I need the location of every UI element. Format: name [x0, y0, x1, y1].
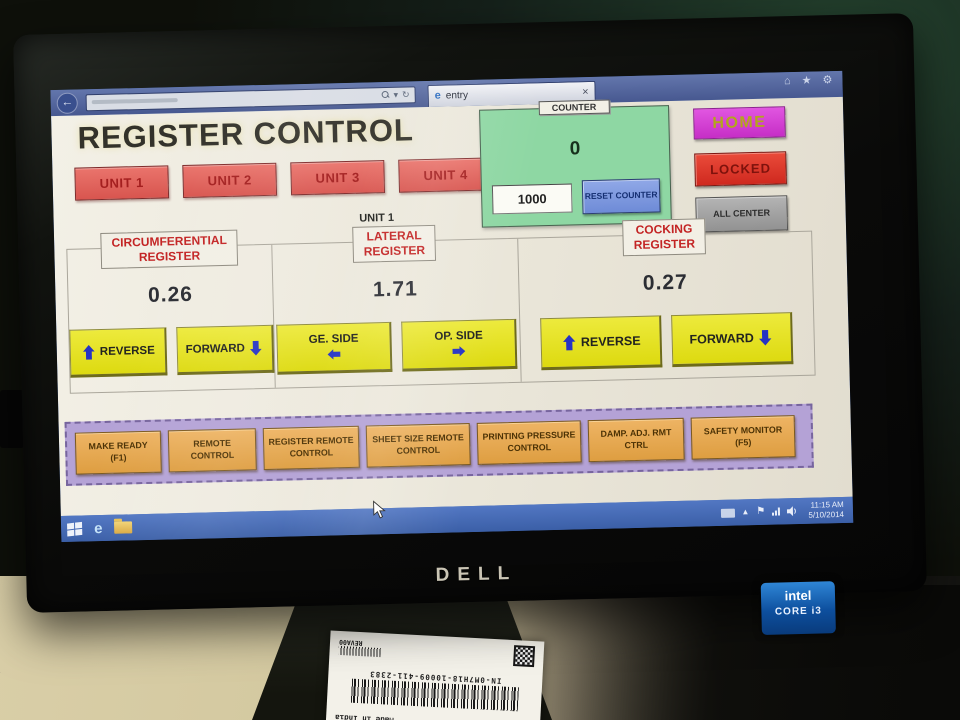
circumferential-register-section: CIRCUMFERENTIAL REGISTER 0.26 REVERSE FO… — [67, 229, 275, 393]
damp-adj-rmt-ctrl-button[interactable]: DAMP. ADJ. RMT CTRL — [587, 417, 685, 463]
selected-unit-label: UNIT 1 — [359, 211, 395, 225]
cocking-reverse-button[interactable]: REVERSE — [540, 315, 663, 371]
qr-code-icon — [513, 645, 536, 668]
tab-favicon-icon: e — [434, 89, 441, 102]
bottom-button-strip: MAKE READY (F1) REMOTE CONTROL REGISTER … — [64, 403, 814, 486]
system-tray: ▲ ⚑ 11:15 AM 5/10/2014 — [720, 499, 847, 523]
home-icon[interactable]: ⌂ — [783, 75, 791, 88]
home-button[interactable]: HOME — [693, 106, 786, 140]
down-arrow-icon — [250, 340, 262, 356]
lateral-register-section: LATERAL REGISTER 1.71 GE. SIDE OP. SIDE — [271, 224, 520, 388]
cocking-register-title: COCKING REGISTER — [622, 218, 707, 257]
register-control-page: REGISTER CONTROL UNIT 1 UNIT 2 UNIT 3 UN… — [51, 96, 853, 517]
tab-close-icon[interactable]: × — [582, 86, 589, 99]
circumferential-register-title: CIRCUMFERENTIAL REGISTER — [100, 229, 239, 269]
address-bar[interactable]: ▾ ↻ — [85, 85, 416, 111]
ge-side-button[interactable]: GE. SIDE — [276, 321, 393, 375]
safety-monitor-button[interactable]: SAFETY MONITOR (F5) — [690, 415, 796, 460]
taskbar-clock[interactable]: 11:15 AM 5/10/2014 — [808, 500, 844, 522]
dell-logo: DELL — [435, 562, 518, 586]
desk-shadow — [520, 585, 960, 720]
file-explorer-icon[interactable] — [114, 521, 133, 534]
sheet-size-remote-control-button[interactable]: SHEET SIZE REMOTE CONTROL — [365, 423, 471, 468]
cocking-register-section: COCKING REGISTER 0.27 REVERSE FORWARD — [517, 218, 814, 382]
dropdown-icon[interactable]: ▾ — [393, 89, 399, 100]
clock-date: 5/10/2014 — [808, 509, 845, 520]
counter-group-label: COUNTER — [538, 99, 610, 116]
cocking-forward-button[interactable]: FORWARD — [671, 312, 794, 368]
printing-pressure-control-button[interactable]: PRINTING PRESSURE CONTROL — [476, 420, 582, 465]
tab-title: entry — [445, 89, 469, 102]
volume-icon[interactable] — [787, 506, 798, 517]
reset-counter-button[interactable]: RESET COUNTER — [581, 178, 661, 215]
unit-4-button[interactable]: UNIT 4 — [398, 157, 494, 193]
unit-2-button[interactable]: UNIT 2 — [182, 162, 278, 198]
all-center-button[interactable]: ALL CENTER — [695, 195, 789, 233]
url-text — [91, 98, 178, 105]
dell-monitor: DELL intel CORE i3 ← ▾ ↻ e entry — [13, 13, 927, 635]
counter-value: 0 — [569, 138, 581, 160]
left-arrow-icon — [327, 349, 341, 360]
register-region: CIRCUMFERENTIAL REGISTER 0.26 REVERSE FO… — [66, 218, 816, 394]
label-row-codes: REVA00 — [338, 636, 536, 668]
back-button[interactable]: ← — [56, 92, 78, 114]
internet-explorer-icon[interactable]: e — [93, 519, 103, 537]
up-arrow-icon — [563, 334, 576, 351]
unit-1-button[interactable]: UNIT 1 — [74, 165, 170, 201]
up-arrow-icon — [83, 345, 95, 360]
register-remote-control-button[interactable]: REGISTER REMOTE CONTROL — [262, 425, 360, 471]
network-icon[interactable] — [772, 507, 781, 516]
unit-button-row: UNIT 1 UNIT 2 UNIT 3 UNIT 4 — [74, 157, 494, 201]
make-ready-button[interactable]: MAKE READY (F1) — [74, 430, 162, 475]
circumferential-register-value: 0.26 — [147, 282, 194, 307]
circumferential-reverse-button[interactable]: REVERSE — [69, 327, 168, 378]
down-arrow-icon — [759, 329, 772, 346]
lateral-register-value: 1.71 — [372, 277, 419, 302]
action-center-flag-icon[interactable]: ⚑ — [756, 505, 766, 518]
label-row-ids: DP/N 0M7H18 Made in India — [335, 713, 531, 720]
search-icon[interactable] — [381, 91, 389, 99]
favorites-star-icon[interactable]: ★ — [801, 74, 812, 87]
keyboard-icon[interactable] — [720, 508, 735, 518]
op-side-button[interactable]: OP. SIDE — [401, 318, 518, 372]
side-connector — [0, 390, 24, 448]
remote-control-button[interactable]: REMOTE CONTROL — [167, 428, 257, 473]
intel-logo: intel — [784, 587, 812, 604]
windows-taskbar: e ▲ ⚑ 11:15 AM 5/10/2014 — [60, 496, 854, 543]
label-barcode-block: IN-0M7H18-10009-411-2383 — [336, 668, 534, 712]
side-button-column: HOME LOCKED ALL CENTER — [693, 98, 789, 233]
right-arrow-icon — [452, 346, 466, 357]
start-button-icon[interactable] — [67, 521, 83, 537]
unit-3-button[interactable]: UNIT 3 — [290, 160, 386, 196]
refresh-icon[interactable]: ↻ — [401, 88, 410, 100]
cocking-register-value: 0.27 — [642, 270, 689, 295]
mouse-cursor — [373, 500, 386, 519]
label-made-in: Made in India — [334, 712, 394, 720]
counter-panel: COUNTER 0 1000 RESET COUNTER — [479, 99, 672, 228]
counter-preset-input[interactable]: 1000 — [491, 182, 573, 214]
locked-button[interactable]: LOCKED — [694, 151, 787, 187]
screen: ← ▾ ↻ e entry × ⌂ ★ ⚙ — [50, 70, 854, 543]
page-title: REGISTER CONTROL — [77, 112, 415, 156]
settings-gear-icon[interactable]: ⚙ — [822, 74, 833, 87]
show-hidden-icons-chevron[interactable]: ▲ — [741, 507, 750, 517]
intel-model: CORE i3 — [774, 605, 823, 618]
intel-sticker: intel CORE i3 — [760, 581, 836, 635]
circumferential-forward-button[interactable]: FORWARD — [176, 324, 275, 376]
shipping-label: DP/N 0M7H18 Made in India IN-0M7H18-1000… — [325, 630, 545, 720]
lateral-register-title: LATERAL REGISTER — [352, 224, 437, 263]
